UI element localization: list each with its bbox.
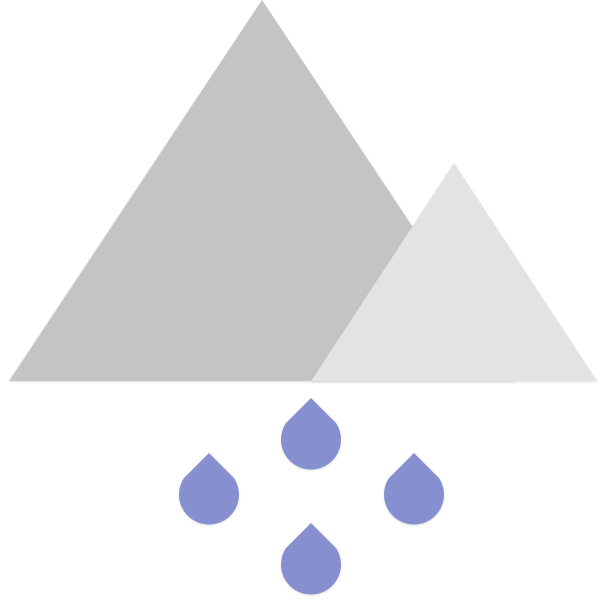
raindrop-icon-right	[384, 453, 444, 525]
raindrop-icon-left	[179, 453, 239, 525]
raindrop-icon-top	[281, 398, 342, 470]
raindrop-icon-bottom	[281, 523, 342, 595]
small-mountain-icon	[311, 163, 597, 381]
